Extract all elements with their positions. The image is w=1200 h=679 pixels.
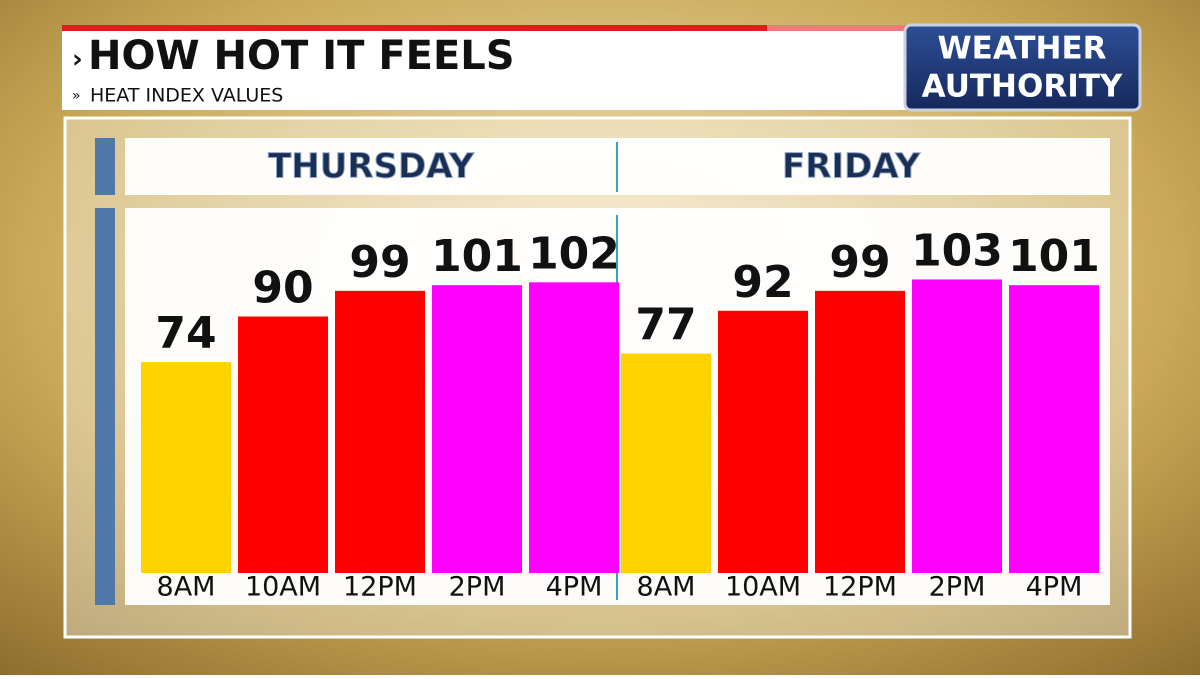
bar [432,285,522,573]
category-label: 10AM [725,572,801,603]
category-label: 4PM [546,572,603,603]
category-label: 2PM [449,572,506,603]
bar [718,310,808,573]
bar [529,282,619,573]
chevron: › [72,45,83,75]
logo-text: AUTHORITY [922,69,1123,105]
bar [335,290,425,573]
category-label: 10AM [245,572,321,603]
chevron: » [72,88,81,104]
bar [621,353,711,573]
value-label: 74 [155,308,216,359]
header-band [62,30,907,110]
side-bar [95,208,115,605]
bar [141,362,231,573]
category-label: 12PM [823,572,897,603]
logo-text: WEATHER [937,31,1106,67]
logo-box [903,23,1142,112]
category-label: 8AM [637,572,696,603]
header-accent-fade [767,25,907,31]
value-label: 102 [528,228,620,279]
bar [238,316,328,573]
category-label: 4PM [1026,572,1083,603]
value-label: 103 [911,225,1003,276]
bar [912,279,1002,573]
day-title: THURSDAY [268,147,474,187]
value-label: 101 [1008,231,1100,282]
bar [1009,285,1099,573]
day-title: FRIDAY [782,147,920,187]
value-label: 90 [252,263,313,314]
value-label: 99 [829,237,890,288]
side-bar [95,138,115,195]
header-accent [62,25,767,31]
value-label: 101 [431,231,523,282]
category-label: 8AM [157,572,216,603]
bar [815,290,905,573]
value-label: 92 [732,257,793,308]
header-title: HOW HOT IT FEELS [88,33,515,79]
category-label: 2PM [929,572,986,603]
category-label: 12PM [343,572,417,603]
header-subtitle: HEAT INDEX VALUES [90,85,283,107]
value-label: 77 [635,300,696,351]
value-label: 99 [349,237,410,288]
